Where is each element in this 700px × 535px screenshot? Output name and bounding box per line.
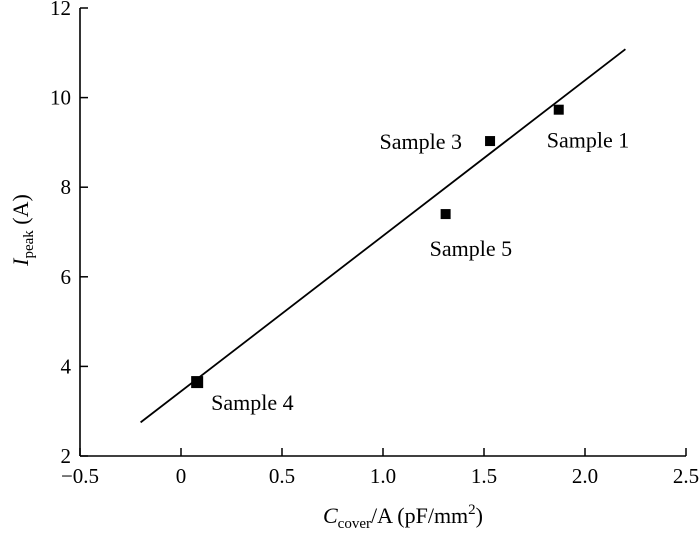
point-sample-5 xyxy=(440,209,451,220)
point-sample-3 xyxy=(485,136,496,147)
ticks: −0.5 0 0.5 1.0 1.5 2.0 2.5 2 4 6 8 10 12 xyxy=(50,0,699,488)
y-tick-label: 8 xyxy=(61,175,72,199)
label-sample-5: Sample 5 xyxy=(430,236,513,261)
y-tick-label: 12 xyxy=(50,0,71,20)
x-tick-label: 1.5 xyxy=(471,464,497,488)
point-labels: Sample 1 Sample 3 Sample 5 Sample 4 xyxy=(211,128,629,415)
axis-titles: Ccover/A (pF/mm2) Ipeak (A) xyxy=(8,194,483,532)
x-tick-label: 1.0 xyxy=(370,464,396,488)
x-tick-label: −0.5 xyxy=(61,464,99,488)
fit-line-group xyxy=(140,48,626,424)
y-tick-label: 4 xyxy=(61,354,72,378)
x-tick-label: 2.5 xyxy=(673,464,699,488)
y-tick-label: 6 xyxy=(61,265,72,289)
y-tick-label: 10 xyxy=(50,86,71,110)
point-sample-1 xyxy=(553,104,564,115)
x-tick-label: 0 xyxy=(176,464,187,488)
y-tick-label: 2 xyxy=(61,444,72,468)
x-tick-label: 0.5 xyxy=(269,464,295,488)
label-sample-3: Sample 3 xyxy=(380,129,463,154)
label-sample-1: Sample 1 xyxy=(547,128,630,153)
data-points xyxy=(191,104,564,389)
axes xyxy=(79,8,686,457)
y-axis-title: Ipeak (A) xyxy=(8,194,37,267)
x-tick-label: 2.0 xyxy=(572,464,598,488)
label-sample-4: Sample 4 xyxy=(211,390,294,415)
x-axis-title: Ccover/A (pF/mm2) xyxy=(323,502,483,532)
point-sample-4 xyxy=(191,376,204,389)
fit-line xyxy=(140,48,626,424)
